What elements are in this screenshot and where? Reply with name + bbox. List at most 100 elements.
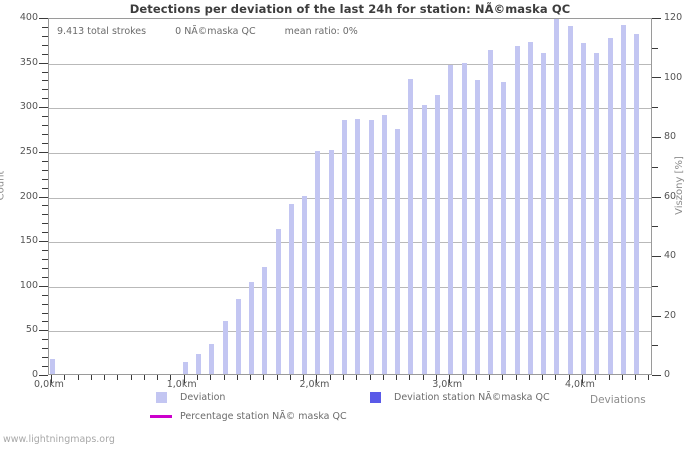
x-tick-minor [476, 375, 477, 380]
x-tick-minor [489, 375, 490, 380]
y-tick-left-minor [42, 232, 48, 233]
x-tick-minor [210, 375, 211, 380]
y-tick-left-minor [42, 366, 48, 367]
x-tick-minor [170, 375, 171, 380]
bar [474, 80, 480, 374]
y-tick-left-minor [42, 339, 48, 340]
y-tick-right-minor [652, 345, 658, 346]
station-strokes-label: 0 NÃ©maska QC [175, 26, 256, 37]
x-tick-minor [409, 375, 410, 380]
y-tick-label-left: 250 [19, 145, 38, 157]
x-tick-label: 0,0km [34, 379, 64, 390]
y-tick-right [652, 197, 661, 198]
y-tick-label-right: 20 [664, 309, 677, 321]
legend-swatch-deviation-station [370, 392, 381, 403]
y-tick-label-right: 80 [664, 131, 677, 142]
y-tick-label-right: 120 [664, 12, 683, 23]
y-tick-left-minor [42, 98, 48, 99]
bar [302, 195, 308, 374]
y-tick-label-left: 0 [31, 369, 38, 380]
y-tick-left-minor [42, 116, 48, 117]
y-tick-left-minor [42, 134, 48, 135]
chart-legend: Deviation Deviation station NÃ©maska QC … [0, 392, 700, 432]
bar [408, 79, 414, 374]
y-tick-right [652, 77, 661, 78]
x-tick-minor [157, 375, 158, 380]
y-tick-right [652, 256, 661, 257]
gridline [49, 152, 651, 154]
bar [607, 37, 613, 374]
bar [554, 19, 560, 374]
bar [222, 321, 228, 374]
y-tick-left-minor [42, 89, 48, 90]
x-tick-label: 2,0km [299, 379, 330, 390]
y-tick-left-minor [42, 170, 48, 171]
y-tick-right-minor [652, 167, 658, 168]
bar [182, 361, 188, 374]
bar [527, 42, 533, 374]
bar [368, 119, 374, 374]
bar [50, 358, 55, 374]
bar [514, 45, 520, 374]
legend-label-deviation-station: Deviation station NÃ©maska QC [394, 392, 550, 403]
x-tick-minor [648, 375, 649, 380]
x-tick-minor [436, 375, 437, 380]
y-tick-left-minor [42, 179, 48, 180]
x-tick-label: 3,0km [432, 379, 463, 390]
legend-swatch-percentage-station [150, 415, 172, 418]
legend-label-percentage-station: Percentage station NÃ© maska QC [180, 411, 347, 422]
bar [488, 50, 494, 374]
gridline [49, 242, 651, 244]
x-tick-minor [290, 375, 291, 380]
y-axis-title-right: Viszony [%] [673, 156, 685, 215]
x-tick-minor [330, 375, 331, 380]
x-tick-minor [224, 375, 225, 380]
y-tick-label-right: 0 [664, 369, 671, 380]
legend-item-percentage-station: Percentage station NÃ© maska QC [150, 411, 347, 422]
y-tick-label-left: 300 [19, 101, 38, 113]
bar [448, 65, 454, 374]
chart-title: Detections per deviation of the last 24h… [129, 2, 571, 16]
x-tick-minor [569, 375, 570, 380]
bar [501, 82, 507, 374]
y-tick-left-minor [42, 54, 48, 55]
legend-swatch-deviation [156, 392, 167, 403]
x-tick-minor [117, 375, 118, 380]
bar [328, 149, 334, 374]
bar [249, 282, 255, 374]
gridline [49, 331, 651, 333]
x-tick-minor [277, 375, 278, 380]
x-tick-minor [396, 375, 397, 380]
y-tick-label-left: 400 [19, 12, 38, 23]
legend-item-deviation-station: Deviation station NÃ©maska QC [370, 392, 550, 403]
bar [634, 33, 640, 374]
y-tick-left-minor [42, 250, 48, 251]
y-tick-left [39, 286, 48, 287]
x-axis-title: Deviations [590, 394, 646, 406]
x-tick-minor [502, 375, 503, 380]
bar [315, 150, 321, 374]
x-tick-minor [104, 375, 105, 380]
y-tick-left-minor [42, 143, 48, 144]
bar [461, 63, 467, 374]
y-tick-left-minor [42, 268, 48, 269]
x-tick-minor [91, 375, 92, 380]
x-tick-minor [356, 375, 357, 380]
y-tick-left-minor [42, 188, 48, 189]
y-tick-right-minor [652, 107, 658, 108]
gridline [49, 197, 651, 199]
x-tick-minor [423, 375, 424, 380]
bar [541, 52, 547, 374]
bar [355, 118, 361, 374]
y-tick-left-minor [42, 259, 48, 260]
x-tick-minor [529, 375, 530, 380]
bar [235, 299, 241, 374]
x-tick-minor [370, 375, 371, 380]
legend-item-deviation: Deviation [156, 392, 225, 403]
y-tick-left-minor [42, 348, 48, 349]
x-tick-major [582, 375, 583, 383]
gridline [49, 63, 651, 65]
y-tick-left [39, 107, 48, 108]
bar [196, 354, 202, 374]
